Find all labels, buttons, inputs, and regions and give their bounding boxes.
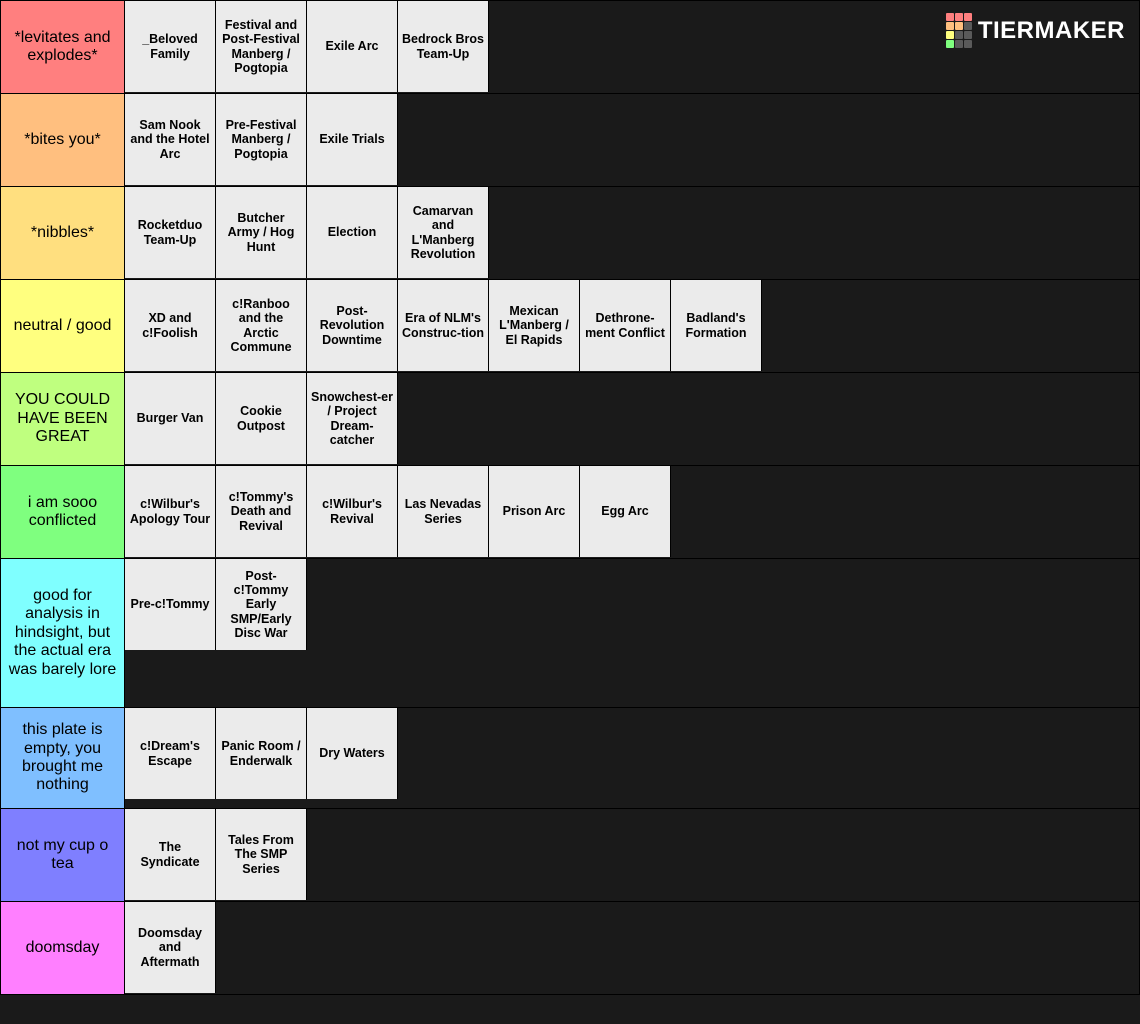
brand-logo-grid	[946, 13, 972, 48]
tier-row: *bites you*Sam Nook and the Hotel ArcPre…	[1, 93, 1139, 186]
tier-row: neutral / goodXD and c!Foolishc!Ranboo a…	[1, 279, 1139, 372]
tier-tile[interactable]: Sam Nook and the Hotel Arc	[125, 94, 216, 185]
tier-label[interactable]: YOU COULD HAVE BEEN GREAT	[1, 373, 125, 465]
tier-tile[interactable]: Post-Revolution Downtime	[307, 280, 398, 371]
tier-tile[interactable]: Election	[307, 187, 398, 278]
logo-cell	[946, 40, 954, 48]
tier-items[interactable]: Doomsday and Aftermath	[125, 902, 1139, 994]
logo-cell	[964, 40, 972, 48]
tier-label[interactable]: neutral / good	[1, 280, 125, 372]
tier-label[interactable]: i am sooo conflicted	[1, 466, 125, 558]
brand-logo-text: TIERMAKER	[978, 17, 1125, 45]
tier-tile[interactable]: Prison Arc	[489, 466, 580, 557]
tier-label[interactable]: *bites you*	[1, 94, 125, 186]
tier-items[interactable]: Sam Nook and the Hotel ArcPre-Festival M…	[125, 94, 1139, 186]
tier-tile[interactable]: Camarvan and L'Manberg Revolution	[398, 187, 489, 278]
tier-tile[interactable]: Mexican L'Manberg / El Rapids	[489, 280, 580, 371]
tier-tile[interactable]: Rocketduo Team-Up	[125, 187, 216, 278]
tier-tile[interactable]: Exile Trials	[307, 94, 398, 185]
tier-row: *nibbles*Rocketduo Team-UpButcher Army /…	[1, 186, 1139, 279]
tier-tile[interactable]: c!Wilbur's Apology Tour	[125, 466, 216, 557]
tier-label[interactable]: not my cup o tea	[1, 809, 125, 901]
tier-row: i am sooo conflictedc!Wilbur's Apology T…	[1, 465, 1139, 558]
logo-cell	[964, 31, 972, 39]
tier-row: YOU COULD HAVE BEEN GREATBurger VanCooki…	[1, 372, 1139, 465]
tier-tile[interactable]: c!Dream's Escape	[125, 708, 216, 799]
logo-cell	[964, 22, 972, 30]
tier-tile[interactable]: Post-c!Tommy Early SMP/Early Disc War	[216, 559, 307, 650]
tier-tile[interactable]: Pre-c!Tommy	[125, 559, 216, 650]
tier-tile[interactable]: Egg Arc	[580, 466, 671, 557]
tier-tile[interactable]: Exile Arc	[307, 1, 398, 92]
tier-tile[interactable]: Dry Waters	[307, 708, 398, 799]
tier-items[interactable]: Burger VanCookie OutpostSnowchest-er / P…	[125, 373, 1139, 465]
tier-row: good for analysis in hindsight, but the …	[1, 558, 1139, 707]
tier-tile[interactable]: Badland's Formation	[671, 280, 762, 371]
tier-tile[interactable]: _Beloved Family	[125, 1, 216, 92]
logo-cell	[955, 40, 963, 48]
tier-tile[interactable]: c!Tommy's Death and Revival	[216, 466, 307, 557]
tier-label[interactable]: *levitates and explodes*	[1, 1, 125, 93]
tier-tile[interactable]: Snowchest-er / Project Dream-catcher	[307, 373, 398, 464]
tier-tile[interactable]: XD and c!Foolish	[125, 280, 216, 371]
tier-label[interactable]: doomsday	[1, 902, 125, 994]
tier-tile[interactable]: Doomsday and Aftermath	[125, 902, 216, 993]
logo-cell	[964, 13, 972, 21]
logo-cell	[946, 13, 954, 21]
tier-tile[interactable]: Burger Van	[125, 373, 216, 464]
tier-label[interactable]: this plate is empty, you brought me noth…	[1, 708, 125, 808]
tier-row: this plate is empty, you brought me noth…	[1, 707, 1139, 808]
logo-cell	[955, 13, 963, 21]
tier-tile[interactable]: The Syndicate	[125, 809, 216, 900]
brand-logo[interactable]: TIERMAKER	[946, 13, 1125, 48]
tier-tile[interactable]: Butcher Army / Hog Hunt	[216, 187, 307, 278]
tier-row: doomsdayDoomsday and Aftermath	[1, 901, 1139, 994]
tier-items[interactable]: The SyndicateTales From The SMP Series	[125, 809, 1139, 901]
tier-tile[interactable]: c!Wilbur's Revival	[307, 466, 398, 557]
tier-tile[interactable]: Tales From The SMP Series	[216, 809, 307, 900]
tier-items[interactable]: Rocketduo Team-UpButcher Army / Hog Hunt…	[125, 187, 1139, 279]
tier-tile[interactable]: Dethrone-ment Conflict	[580, 280, 671, 371]
tier-tile[interactable]: c!Ranboo and the Arctic Commune	[216, 280, 307, 371]
logo-cell	[955, 22, 963, 30]
logo-cell	[946, 22, 954, 30]
logo-cell	[955, 31, 963, 39]
tier-tile[interactable]: Panic Room / Enderwalk	[216, 708, 307, 799]
tier-tile[interactable]: Era of NLM's Construc-tion	[398, 280, 489, 371]
tier-tile[interactable]: Las Nevadas Series	[398, 466, 489, 557]
tier-items[interactable]: Pre-c!TommyPost-c!Tommy Early SMP/Early …	[125, 559, 1139, 707]
tier-tile[interactable]: Pre-Festival Manberg / Pogtopia	[216, 94, 307, 185]
tier-label[interactable]: good for analysis in hindsight, but the …	[1, 559, 125, 707]
tier-tile[interactable]: Bedrock Bros Team-Up	[398, 1, 489, 92]
tier-label[interactable]: *nibbles*	[1, 187, 125, 279]
tierlist-container: TIERMAKER *levitates and explodes*_Belov…	[0, 0, 1140, 995]
logo-cell	[946, 31, 954, 39]
tier-items[interactable]: XD and c!Foolishc!Ranboo and the Arctic …	[125, 280, 1139, 372]
tier-row: not my cup o teaThe SyndicateTales From …	[1, 808, 1139, 901]
tier-tile[interactable]: Cookie Outpost	[216, 373, 307, 464]
tier-items[interactable]: c!Wilbur's Apology Tourc!Tommy's Death a…	[125, 466, 1139, 558]
tier-items[interactable]: c!Dream's EscapePanic Room / EnderwalkDr…	[125, 708, 1139, 808]
tier-tile[interactable]: Festival and Post-Festival Manberg / Pog…	[216, 1, 307, 92]
